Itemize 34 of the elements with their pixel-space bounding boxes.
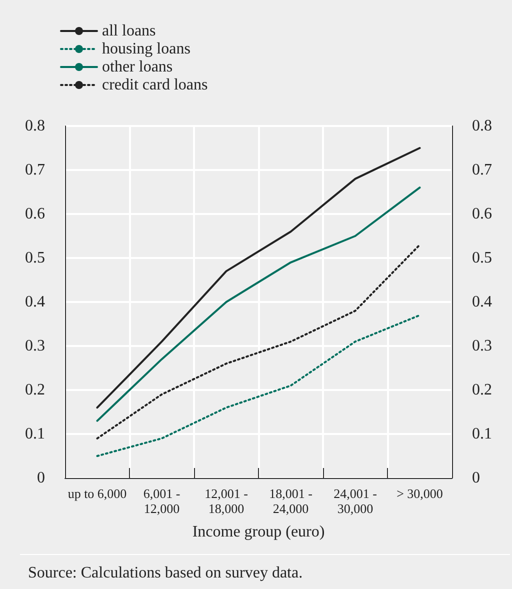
y2-tick-label: 0.6 (472, 206, 492, 222)
y2-tick-label: 0.2 (472, 382, 492, 398)
legend-label: other loans (102, 58, 173, 76)
legend-label: all loans (102, 22, 156, 40)
y-tick-label: 0.6 (25, 206, 45, 222)
line-series (96, 244, 421, 440)
x-tick-label: 18,001 - 24,000 (269, 486, 312, 516)
y2-tick-label: 0 (472, 470, 480, 486)
x-tick-label: up to 6,000 (68, 486, 127, 501)
y-tick-label: 0.4 (25, 294, 45, 310)
y2-tick-label: 0.5 (472, 250, 492, 266)
y2-tick-label: 0.3 (472, 338, 492, 354)
y-tick-label: 0.3 (25, 338, 45, 354)
legend-label: credit card loans (102, 76, 208, 94)
legend-label: housing loans (102, 40, 190, 58)
y2-tick-label: 0.7 (472, 162, 492, 178)
x-tick-label: > 30,000 (396, 486, 443, 501)
x-tick-label: 24,001 - 30,000 (334, 486, 377, 516)
line-series (96, 147, 421, 409)
y-tick-label: 0.8 (25, 118, 45, 134)
y-tick-label: 0.5 (25, 250, 45, 266)
y-tick-label: 0.1 (25, 426, 45, 442)
x-axis-title: Income group (euro) (192, 524, 325, 540)
y2-tick-label: 0.4 (472, 294, 492, 310)
x-tick-label: 12,001 - 18,000 (204, 486, 248, 516)
line-series (96, 186, 421, 422)
y-tick-label: 0 (37, 470, 45, 486)
x-tick-label: 6,001 - 12,000 (143, 486, 180, 516)
source-note: Source: Calculations based on survey data. (28, 564, 303, 582)
y-tick-label: 0.7 (25, 162, 45, 178)
line-series (96, 314, 421, 457)
y-tick-label: 0.2 (25, 382, 45, 398)
y2-tick-label: 0.8 (472, 118, 492, 134)
y2-tick-label: 0.1 (472, 426, 492, 442)
